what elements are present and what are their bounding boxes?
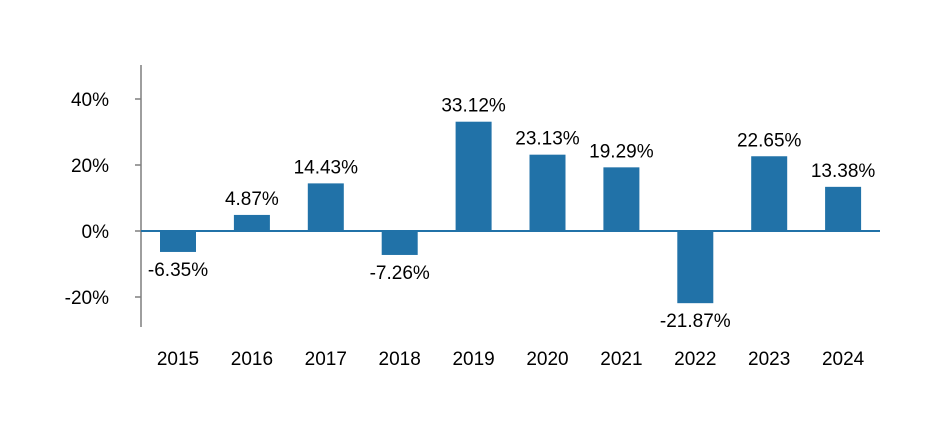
bar-2019 — [455, 121, 492, 231]
bar-2017 — [307, 183, 344, 231]
x-tick-label-2019: 2019 — [452, 349, 494, 370]
data-labels: -6.35% 4.87% 14.43% -7.26% 33.12% 23.13% 19.29… — [148, 96, 876, 332]
bar-2016 — [233, 214, 270, 231]
data-label-2018: -7.26% — [370, 263, 430, 284]
x-tick-label-2021: 2021 — [600, 349, 642, 370]
data-label-2017: 14.43% — [294, 157, 359, 178]
x-tick-label-2017: 2017 — [305, 349, 347, 370]
data-label-2015: -6.35% — [148, 260, 208, 281]
data-label-2022: -21.87% — [660, 311, 731, 332]
y-axis: 40% 20% 0% -20% — [65, 65, 142, 327]
data-label-2023: 22.65% — [737, 130, 802, 151]
data-label-2020: 23.13% — [515, 129, 580, 150]
x-axis-labels: 2015 2016 2017 2018 2019 2020 2021 2022 2023 2024 — [157, 349, 865, 370]
bar-2018 — [381, 231, 418, 255]
data-label-2019: 33.12% — [441, 96, 506, 117]
y-tick-label: 40% — [71, 90, 109, 111]
y-tick-label: 0% — [82, 222, 110, 243]
bar-2022 — [677, 231, 714, 304]
bars — [160, 121, 862, 304]
bar-2015 — [160, 231, 196, 252]
y-tick-label: -20% — [65, 288, 109, 309]
x-tick-label-2018: 2018 — [379, 349, 421, 370]
x-tick-label-2015: 2015 — [157, 349, 199, 370]
data-label-2024: 13.38% — [811, 161, 876, 182]
data-label-2016: 4.87% — [225, 189, 279, 210]
bar-2020 — [529, 154, 566, 231]
x-tick-label-2022: 2022 — [674, 349, 716, 370]
x-tick-label-2020: 2020 — [526, 349, 568, 370]
x-tick-label-2016: 2016 — [231, 349, 273, 370]
bar-2024 — [825, 186, 862, 231]
bar-2023 — [751, 156, 788, 231]
bar-2021 — [603, 167, 640, 231]
data-label-2021: 19.29% — [589, 141, 654, 162]
x-tick-label-2023: 2023 — [748, 349, 790, 370]
y-tick-label: 20% — [71, 156, 109, 177]
x-tick-label-2024: 2024 — [822, 349, 865, 370]
